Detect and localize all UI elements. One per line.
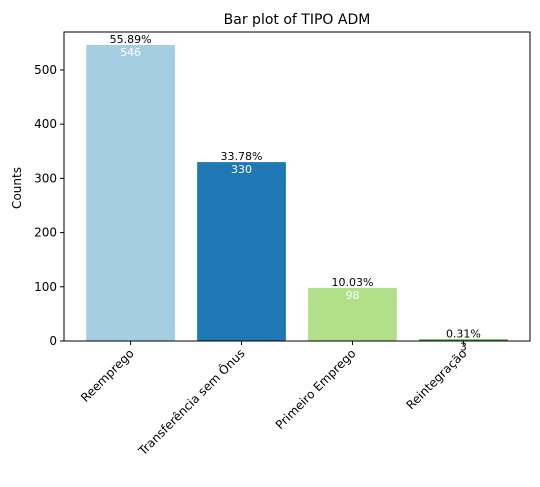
y-axis-label: Counts bbox=[10, 167, 24, 209]
x-tick-label: Primeiro Emprego bbox=[273, 346, 359, 432]
bar-count-label: 98 bbox=[345, 289, 359, 302]
bar-percent-label: 10.03% bbox=[331, 276, 373, 289]
y-tick-label: 400 bbox=[34, 117, 57, 131]
bar bbox=[419, 339, 508, 341]
x-tick-label: Reintegração bbox=[404, 346, 470, 412]
y-tick-label: 0 bbox=[49, 334, 57, 348]
data-labels: 55.89%546 33.78%330 10.03%98 0.31%3 bbox=[110, 33, 481, 353]
bar bbox=[197, 162, 286, 341]
y-tick-label: 500 bbox=[34, 63, 57, 77]
y-tick-label: 200 bbox=[34, 226, 57, 240]
bars bbox=[86, 45, 508, 341]
x-axis: Reemprego Transferência sem Ônus Primeiro … bbox=[78, 341, 470, 459]
bar-count-label: 330 bbox=[231, 163, 252, 176]
x-tick-label: Reemprego bbox=[78, 346, 137, 405]
bar-percent-label: 55.89% bbox=[110, 33, 152, 46]
chart-title: Bar plot of TIPO ADM bbox=[224, 12, 371, 28]
bar bbox=[308, 287, 397, 341]
bar-count-label: 3 bbox=[460, 340, 467, 353]
bar-count-label: 546 bbox=[120, 46, 141, 59]
x-tick-label: Transferência sem Ônus bbox=[134, 346, 247, 459]
y-tick-label: 300 bbox=[34, 171, 57, 185]
plot-frame bbox=[63, 31, 531, 342]
bar bbox=[86, 45, 175, 341]
y-axis: 0 100 200 300 400 500 bbox=[34, 63, 64, 348]
bar-percent-label: 33.78% bbox=[221, 150, 263, 163]
bar-percent-label: 0.31% bbox=[446, 327, 481, 340]
y-tick-label: 100 bbox=[34, 280, 57, 294]
